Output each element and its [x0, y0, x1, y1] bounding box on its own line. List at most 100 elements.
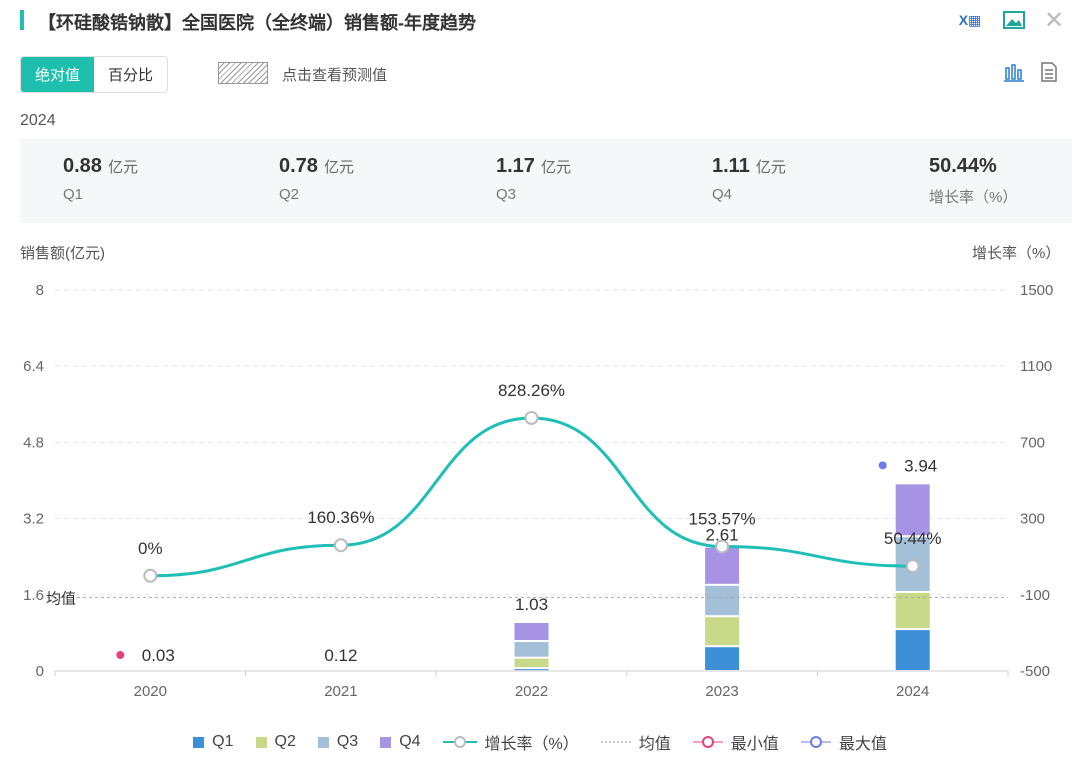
bar-q4: [705, 547, 740, 584]
y-tick-label: 1.6: [23, 587, 44, 604]
kpi-unit: 亿元: [107, 159, 138, 176]
legend-swatch: [193, 736, 205, 748]
kpi-value: 50.44%: [929, 155, 997, 177]
kpi-unit: 亿元: [755, 159, 786, 176]
total-label: 3.94: [904, 456, 937, 475]
legend-label: Q2: [274, 733, 296, 750]
y2-tick-label: 700: [1020, 434, 1045, 451]
legend-label: Q4: [399, 733, 421, 750]
percent-button[interactable]: 百分比: [108, 67, 154, 84]
close-icon[interactable]: ✕: [1043, 6, 1065, 34]
legend-swatch: [380, 736, 392, 748]
predict-toggle[interactable]: 点击查看预测值: [282, 67, 388, 84]
y-tick-label: 4.8: [23, 434, 44, 451]
total-label: 1.03: [515, 595, 548, 614]
kpi-unit: 亿元: [323, 159, 354, 176]
kpi-label: Q2: [279, 186, 300, 203]
x-tick-label: 2024: [896, 683, 929, 700]
legend-q3[interactable]: Q3: [317, 730, 359, 754]
excel-icon[interactable]: X▦: [958, 11, 982, 28]
predict-hatch-icon[interactable]: [218, 62, 268, 84]
y2-tick-label: 1100: [1020, 358, 1052, 375]
growth-point: [333, 538, 348, 553]
legend-max-icon: [800, 736, 831, 748]
legend-mean[interactable]: 均值: [600, 730, 671, 754]
total-label: 0.12: [324, 646, 357, 665]
legend-label: 增长率（%）: [484, 736, 579, 753]
bar-q2: [514, 658, 549, 668]
bar-q4: [514, 622, 549, 640]
legend-q4[interactable]: Q4: [380, 730, 421, 754]
legend-label: Q3: [336, 733, 359, 750]
kpi-q3: 1.17 亿元 Q3: [496, 155, 571, 203]
growth-label: 828.26%: [498, 381, 565, 400]
mode-toggle: 绝对值 百分比: [20, 56, 169, 93]
bar-q4: [895, 484, 930, 536]
summary-year: 2024: [20, 112, 56, 129]
growth-point: [905, 559, 920, 574]
x-tick-label: 2022: [515, 683, 548, 700]
summary-panel: 0.88 亿元 Q1 0.78 亿元 Q2 1.17 亿元 Q3 1.11 亿元 Q4 50.4…: [20, 139, 1072, 223]
legend-min-icon: [692, 736, 723, 748]
kpi-value: 0.78: [279, 155, 318, 177]
kpi-value: 1.17: [496, 155, 535, 177]
growth-label: 160.36%: [307, 508, 374, 527]
bar-q1: [895, 630, 930, 670]
bar-q1: [705, 647, 740, 670]
legend-dotted-icon: [600, 741, 631, 743]
legend-swatch: [317, 736, 329, 748]
growth-label: 0%: [138, 539, 163, 558]
kpi-growth: 50.44% 增长率（%）: [929, 155, 1017, 207]
growth-label: 153.57%: [689, 509, 756, 528]
y-tick-label: 8: [36, 282, 44, 299]
page-title: 【环硅酸锆钠散】全国医院（全终端）销售额-年度趋势: [38, 13, 476, 33]
bar-q3: [705, 585, 740, 616]
growth-label: 50.44%: [884, 529, 942, 548]
x-tick-label: 2021: [324, 683, 357, 700]
growth-line: [150, 416, 913, 578]
y2-tick-label: 1500: [1020, 282, 1053, 299]
max-marker: [878, 461, 887, 470]
title-accent-bar: [20, 10, 24, 30]
bar-q3: [514, 641, 549, 657]
table-view-icon[interactable]: [1040, 62, 1058, 87]
x-tick-label: 2023: [705, 683, 738, 700]
kpi-label: Q4: [712, 186, 733, 203]
legend-label: Q1: [212, 733, 234, 750]
y2-tick-label: 300: [1020, 511, 1045, 528]
y2-tick-label: -500: [1020, 663, 1050, 680]
legend-swatch: [255, 736, 267, 748]
legend: Q1 Q2 Q3 Q4 增长率（%） 均值 最小值 最大值: [0, 730, 1080, 754]
y2-axis-title: 增长率（%）: [972, 245, 1061, 262]
legend-max[interactable]: 最大值: [800, 730, 887, 754]
bar-q2: [705, 617, 740, 646]
absolute-button[interactable]: 绝对值: [21, 57, 95, 92]
growth-point: [715, 539, 730, 554]
kpi-value: 1.11: [712, 155, 750, 177]
kpi-q4: 1.11 亿元 Q4: [712, 155, 786, 203]
legend-label: 最大值: [838, 736, 887, 753]
growth-point: [143, 568, 158, 583]
kpi-q2: 0.78 亿元 Q2: [279, 155, 354, 203]
kpi-label: Q1: [63, 186, 84, 203]
bar-q1: [514, 669, 549, 671]
legend-growth[interactable]: 增长率（%）: [442, 730, 579, 754]
kpi-unit: 亿元: [540, 159, 571, 176]
y-tick-label: 3.2: [23, 511, 44, 528]
min-marker: [116, 651, 125, 659]
legend-label: 最小值: [730, 736, 779, 753]
mean-label: 均值: [46, 590, 76, 607]
y-tick-label: 0: [36, 663, 44, 680]
legend-label: 均值: [638, 736, 671, 753]
kpi-q1: 0.88 亿元 Q1: [63, 155, 138, 203]
bar-q2: [895, 592, 930, 629]
total-label: 0.03: [142, 646, 175, 665]
y2-tick-label: -100: [1020, 587, 1050, 604]
bar-chart-view-icon[interactable]: [1004, 62, 1024, 87]
y-axis-title: 销售额(亿元): [20, 245, 105, 262]
legend-min[interactable]: 最小值: [692, 730, 779, 754]
legend-q2[interactable]: Q2: [255, 730, 296, 754]
legend-q1[interactable]: Q1: [193, 730, 234, 754]
image-icon[interactable]: [1002, 8, 1026, 32]
